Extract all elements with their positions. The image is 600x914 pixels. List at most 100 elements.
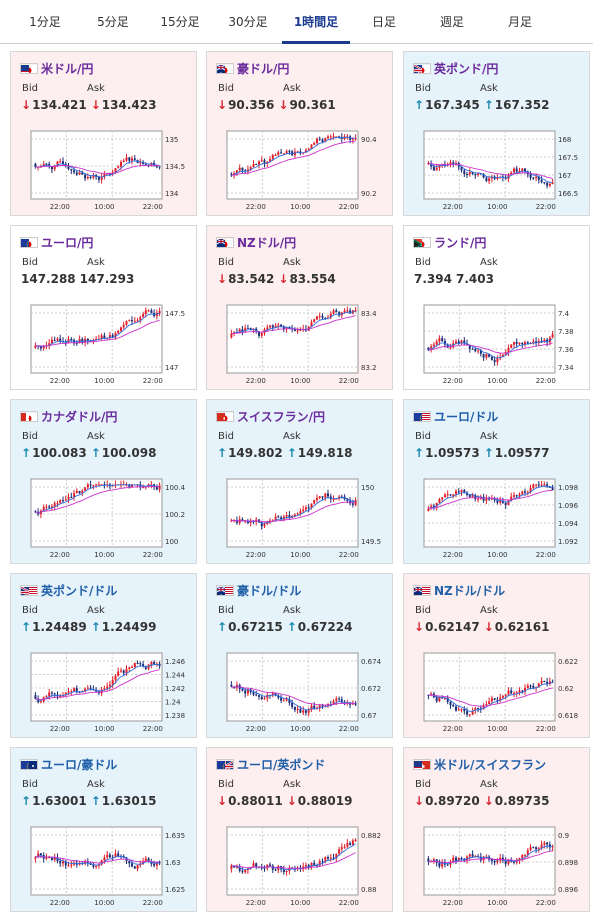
price-chart[interactable]: 100.4 100.2 100 22:00 10:00 22:00 (19, 477, 191, 563)
bid-label: Bid (22, 431, 38, 442)
rate-card[interactable]: ユーロ/円 Bid Ask 147.288 147.293 147.5 147 22:00 10… (10, 225, 197, 390)
rate-card[interactable]: NZドル/円 Bid Ask ↓83.542 ↓83.554 83.4 83.2 22:00 1… (206, 225, 393, 390)
price-chart[interactable]: 168 167.5 167 166.5 22:00 10:00 22:00 (412, 129, 584, 215)
candlestick (471, 850, 474, 858)
ma-long-line (231, 686, 356, 706)
rate-card[interactable]: 米ドル/スイスフラン Bid Ask ↓0.89720 ↓0.89735 0.9 0.898… (403, 747, 590, 912)
pair-name[interactable]: スイスフラン/円 (237, 410, 326, 424)
arrow-up-icon: ↑ (90, 446, 101, 460)
candlestick (304, 862, 307, 870)
rate-card[interactable]: ユーロ/ドル Bid Ask ↑1.09573 ↑1.09577 1.098 1.096 1.… (403, 399, 590, 564)
price-chart[interactable]: 7.4 7.38 7.36 7.34 22:00 10:00 22:00 (412, 303, 584, 389)
tab-7[interactable]: 週足 (439, 15, 464, 29)
pair-name[interactable]: ユーロ/英ポンド (237, 758, 326, 772)
rate-card[interactable]: 米ドル/円 Bid Ask ↓134.421 ↓134.423 135 134.5 134 22… (10, 51, 197, 216)
tab-6[interactable]: 日足 (371, 15, 396, 29)
candlestick (150, 162, 153, 167)
candlestick (136, 864, 139, 872)
candlestick (524, 854, 526, 859)
gb-flag (225, 759, 234, 770)
pair-name[interactable]: カナダドル/円 (41, 410, 118, 424)
ma-long-line (35, 485, 160, 513)
rate-card[interactable]: 英ポンド/円 Bid Ask ↑167.345 ↑167.352 168 167.5 167 1… (403, 51, 590, 216)
price-chart[interactable]: 0.9 0.898 0.896 22:00 10:00 22:00 (412, 825, 584, 911)
price-chart[interactable]: 1.635 1.63 1.625 22:00 10:00 22:00 (19, 825, 191, 911)
rate-card[interactable]: カナダドル/円 Bid Ask ↑100.083 ↑100.098 100.4 100.2 1… (10, 399, 197, 564)
candlestick (86, 338, 89, 345)
candlestick (507, 344, 510, 356)
y-tick-label: 0.896 (558, 886, 579, 894)
candlestick (70, 861, 73, 869)
candlestick (62, 496, 64, 504)
pair-name[interactable]: NZドル/ドル (434, 584, 506, 598)
bid-label: Bid (415, 83, 431, 94)
rate-card[interactable]: スイスフラン/円 Bid Ask ↑149.802 ↑149.818 150 149.5 22… (206, 399, 393, 564)
candlestick (532, 483, 535, 490)
candlestick (460, 339, 463, 345)
rate-card[interactable]: 英ポンド/ドル Bid Ask ↑1.24489 ↑1.24499 1.246 1.244 1… (10, 573, 197, 738)
arrow-down-icon: ↓ (217, 272, 228, 286)
pair-name[interactable]: NZドル/円 (237, 236, 297, 250)
ma-long-line (35, 164, 160, 174)
price-chart[interactable]: 0.674 0.672 0.67 22:00 10:00 22:00 (215, 651, 387, 737)
candlestick (338, 696, 341, 702)
pair-name[interactable]: 米ドル/スイスフラン (434, 758, 547, 772)
arrow-up-icon: ↑ (21, 620, 32, 634)
pair-name[interactable]: 英ポンド/円 (434, 62, 499, 76)
y-tick-label: 1.242 (165, 685, 185, 693)
price-row: 7.394 7.403 (414, 272, 498, 286)
rate-card[interactable]: NZドル/ドル Bid Ask ↓0.62147 ↓0.62161 0.622 0.62 0.… (403, 573, 590, 738)
candlestick (86, 482, 89, 490)
rate-card[interactable]: 豪ドル/ドル Bid Ask ↑0.67215 ↑0.67224 0.674 0.672 0.… (206, 573, 393, 738)
us-flag (29, 585, 38, 596)
candlestick (97, 481, 100, 486)
candlestick (131, 665, 133, 668)
candlestick (78, 490, 81, 494)
rate-card[interactable]: 豪ドル/円 Bid Ask ↓90.356 ↓90.361 90.4 90.2 22:00 10… (206, 51, 393, 216)
rate-card[interactable]: ユーロ/豪ドル Bid Ask ↑1.63001 ↑1.63015 1.635 1.63 1.… (10, 747, 197, 912)
tab-3[interactable]: 15分足 (160, 15, 200, 29)
pair-name[interactable]: 英ポンド/ドル (41, 584, 118, 598)
candlestick (515, 338, 518, 348)
tab-2[interactable]: 5分足 (97, 15, 129, 29)
tab-1[interactable]: 1分足 (29, 15, 61, 29)
us-flag (413, 759, 423, 770)
au-flag (216, 585, 226, 596)
candlestick (288, 695, 291, 706)
ask-label: Ask (283, 431, 301, 442)
price-chart[interactable]: 0.622 0.62 0.618 22:00 10:00 22:00 (412, 651, 584, 737)
y-tick-label: 1.24 (165, 699, 181, 707)
ask-price: ↑100.098 (91, 446, 157, 460)
y-tick-label: 0.67 (361, 712, 377, 720)
price-chart[interactable]: 0.882 0.88 22:00 10:00 22:00 (215, 825, 387, 911)
price-chart[interactable]: 150 149.5 22:00 10:00 22:00 (215, 477, 387, 563)
au-flag (29, 759, 38, 770)
arrow-down-icon: ↓ (278, 98, 289, 112)
y-tick-label: 7.36 (558, 346, 574, 354)
pair-name[interactable]: 豪ドル/ドル (237, 584, 302, 598)
candlestick (252, 690, 255, 697)
ask-price: ↓83.554 (278, 272, 335, 286)
tab-8[interactable]: 月足 (507, 15, 532, 29)
price-chart[interactable]: 1.098 1.096 1.094 1.092 22:00 10:00 22:00 (412, 477, 584, 563)
tab-4[interactable]: 30分足 (228, 15, 268, 29)
price-chart[interactable]: 1.246 1.244 1.242 1.24 1.238 22:00 10:00 22:00 (19, 651, 191, 737)
pair-name[interactable]: ユーロ/ドル (434, 410, 499, 424)
price-chart[interactable]: 147.5 147 22:00 10:00 22:00 (19, 303, 191, 389)
candlestick (332, 132, 335, 140)
pair-name[interactable]: 米ドル/円 (41, 62, 94, 76)
price-chart[interactable]: 90.4 90.2 22:00 10:00 22:00 (215, 129, 387, 215)
price-chart[interactable]: 135 134.5 134 22:00 10:00 22:00 (19, 129, 191, 215)
rate-card[interactable]: ユーロ/英ポンド Bid Ask ↓0.88011 ↓0.88019 0.882 0.88 2… (206, 747, 393, 912)
y-tick-label: 1.635 (165, 832, 185, 840)
pair-name[interactable]: 豪ドル/円 (237, 62, 290, 76)
pair-name[interactable]: ユーロ/豪ドル (41, 758, 118, 772)
bid-price: ↑1.24489 (21, 620, 87, 634)
tab-5[interactable]: 1時間足 (293, 15, 339, 29)
price-chart[interactable]: 83.4 83.2 22:00 10:00 22:00 (215, 303, 387, 389)
candlestick (258, 694, 260, 700)
rate-card[interactable]: ランド/円 Bid Ask 7.394 7.403 7.4 7.38 7.36 7.34 22:0… (403, 225, 590, 390)
gb-flag (413, 63, 423, 74)
pair-name[interactable]: ランド/円 (434, 236, 487, 250)
pair-name[interactable]: ユーロ/円 (41, 236, 94, 250)
